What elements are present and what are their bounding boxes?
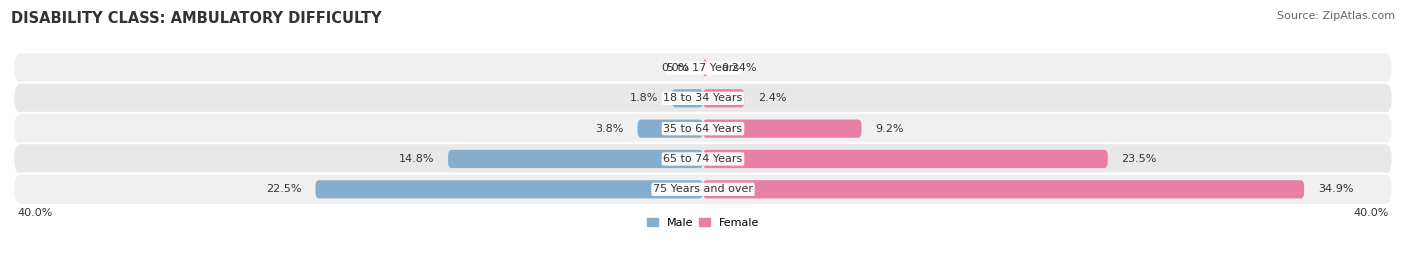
Text: 22.5%: 22.5% xyxy=(266,184,302,194)
Text: 18 to 34 Years: 18 to 34 Years xyxy=(664,93,742,103)
FancyBboxPatch shape xyxy=(449,150,703,168)
Text: 35 to 64 Years: 35 to 64 Years xyxy=(664,124,742,134)
Legend: Male, Female: Male, Female xyxy=(643,213,763,232)
FancyBboxPatch shape xyxy=(672,89,703,107)
FancyBboxPatch shape xyxy=(703,180,1305,198)
Text: 3.8%: 3.8% xyxy=(595,124,624,134)
Text: 65 to 74 Years: 65 to 74 Years xyxy=(664,154,742,164)
Text: DISABILITY CLASS: AMBULATORY DIFFICULTY: DISABILITY CLASS: AMBULATORY DIFFICULTY xyxy=(11,11,382,26)
Text: 9.2%: 9.2% xyxy=(875,124,904,134)
Text: 5 to 17 Years: 5 to 17 Years xyxy=(666,63,740,73)
Text: Source: ZipAtlas.com: Source: ZipAtlas.com xyxy=(1277,11,1395,21)
FancyBboxPatch shape xyxy=(703,150,1108,168)
Text: 34.9%: 34.9% xyxy=(1317,184,1354,194)
Text: 14.8%: 14.8% xyxy=(399,154,434,164)
FancyBboxPatch shape xyxy=(703,89,744,107)
FancyBboxPatch shape xyxy=(14,113,1392,144)
FancyBboxPatch shape xyxy=(14,143,1392,175)
FancyBboxPatch shape xyxy=(315,180,703,198)
Text: 75 Years and over: 75 Years and over xyxy=(652,184,754,194)
FancyBboxPatch shape xyxy=(14,174,1392,205)
Text: 40.0%: 40.0% xyxy=(1353,208,1389,218)
Text: 40.0%: 40.0% xyxy=(17,208,53,218)
FancyBboxPatch shape xyxy=(14,52,1392,84)
Text: 0.0%: 0.0% xyxy=(661,63,689,73)
Text: 0.24%: 0.24% xyxy=(721,63,756,73)
Text: 23.5%: 23.5% xyxy=(1122,154,1157,164)
FancyBboxPatch shape xyxy=(703,120,862,138)
FancyBboxPatch shape xyxy=(637,120,703,138)
FancyBboxPatch shape xyxy=(703,59,707,77)
Text: 1.8%: 1.8% xyxy=(630,93,658,103)
FancyBboxPatch shape xyxy=(14,83,1392,114)
Text: 2.4%: 2.4% xyxy=(758,93,786,103)
